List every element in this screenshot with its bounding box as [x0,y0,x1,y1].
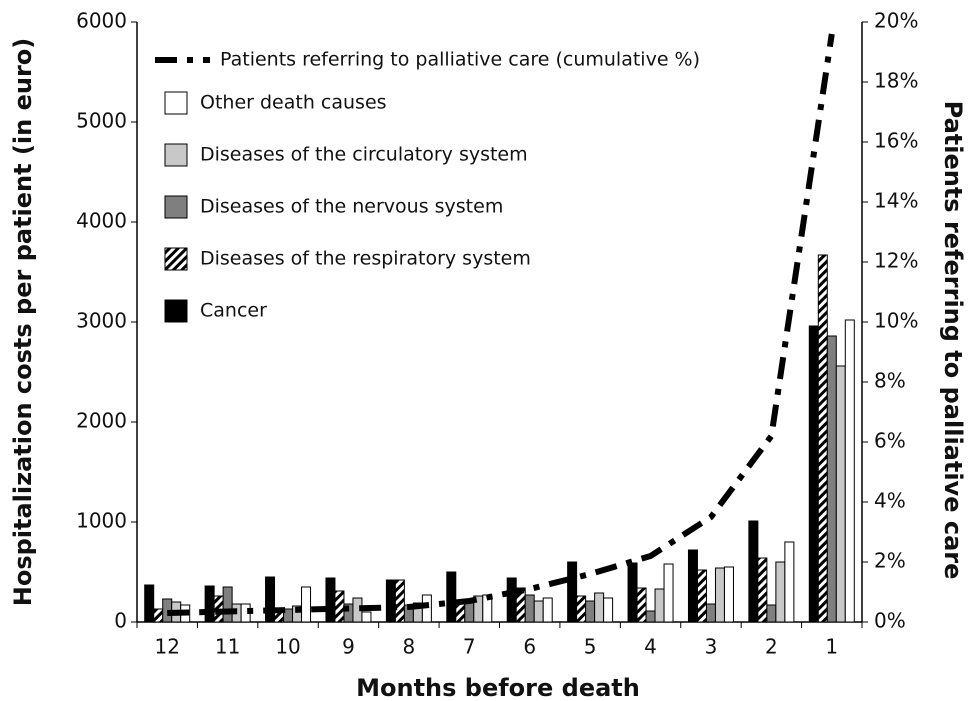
bar [361,611,372,623]
bar [506,577,517,623]
x-axis-title: Months before death [356,674,640,701]
bar [204,585,215,623]
y-axis-title: Hospitalization costs per patient (in eu… [9,38,37,607]
x-tick-label: 2 [765,635,778,659]
bar [524,594,535,623]
y2-tick-label: 18% [874,69,918,93]
y-tick-label: 0 [114,609,127,633]
legend-swatch [164,299,188,323]
bar [705,603,716,623]
y-tick-label: 1000 [76,509,127,533]
bar [567,561,578,623]
bar [654,588,665,623]
bar [385,579,396,623]
bar [585,600,596,623]
bar [757,557,768,623]
bar [464,601,475,623]
legend-label: Other death causes [200,92,387,114]
y2-tick-label: 6% [874,429,906,453]
bar [144,584,155,623]
y2-tick-label: 2% [874,549,906,573]
bar [826,335,837,623]
y-tick-label: 6000 [76,9,127,33]
legend-swatch [164,247,188,271]
bar [748,520,759,623]
bar [301,586,312,623]
bar [817,254,828,623]
bar [844,319,855,623]
bar [153,608,164,623]
bar [696,569,707,623]
bar [594,592,605,623]
x-tick-label: 10 [275,635,300,659]
bar [636,587,647,623]
bar [687,549,698,623]
legend-label: Cancer [200,300,267,322]
x-tick-label: 1 [825,635,838,659]
bar [714,567,725,623]
x-tick-label: 4 [644,635,657,659]
bar [835,365,846,623]
legend-label: Diseases of the respiratory system [200,248,531,270]
legend-label: Diseases of the circulatory system [200,144,528,166]
legend-swatch [164,91,188,115]
bar [808,325,819,623]
bar [723,566,734,623]
y-tick-label: 5000 [76,109,127,133]
bar [394,579,405,623]
line-series [167,33,835,616]
x-tick-label: 6 [523,635,536,659]
bar [542,597,553,623]
bar [775,561,786,623]
y2-tick-label: 0% [874,609,906,633]
x-tick-label: 5 [584,635,597,659]
y-tick-label: 4000 [76,209,127,233]
x-tick-label: 9 [342,635,355,659]
bar [766,604,777,623]
legend-swatch [164,195,188,219]
bar [627,562,638,623]
bar [645,610,656,623]
legend-label: Patients referring to palliative care (c… [220,49,700,71]
x-tick-label: 3 [705,635,718,659]
x-tick-label: 12 [154,635,179,659]
y2-tick-label: 14% [874,189,918,213]
y2-tick-label: 8% [874,369,906,393]
bar [784,541,795,623]
legend-label: Diseases of the nervous system [200,196,503,218]
x-tick-label: 11 [215,635,240,659]
y2-axis-title: Patients referring to palliative care [939,101,967,580]
legend-swatch [164,143,188,167]
y-tick-label: 3000 [76,309,127,333]
y-tick-label: 2000 [76,409,127,433]
y2-tick-label: 4% [874,489,906,513]
bar [603,597,614,623]
y2-tick-label: 20% [874,9,918,33]
bar [265,576,276,623]
bar [274,611,285,623]
bar [533,600,544,623]
bar [325,577,336,623]
bar [222,586,233,623]
y2-tick-label: 16% [874,129,918,153]
bar [446,571,457,623]
y2-tick-label: 10% [874,309,918,333]
bar [334,590,345,623]
y2-tick-label: 12% [874,249,918,273]
x-tick-label: 8 [403,635,416,659]
bar [576,595,587,623]
bar [455,602,466,623]
bar [663,563,674,623]
x-tick-label: 7 [463,635,476,659]
